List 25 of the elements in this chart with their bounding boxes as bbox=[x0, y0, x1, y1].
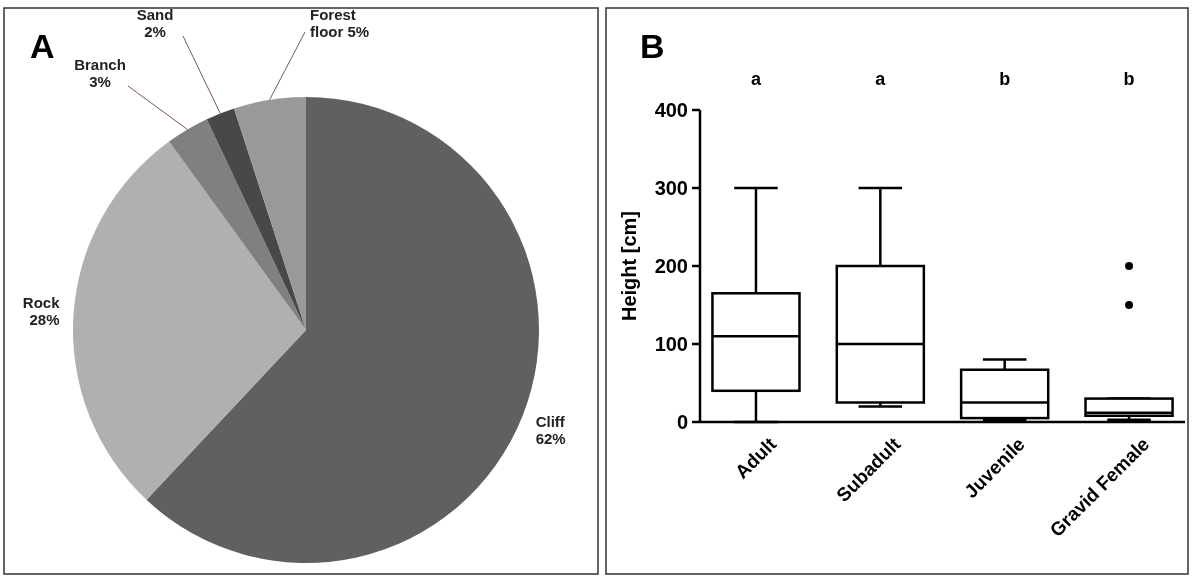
pie-slice bbox=[169, 119, 306, 330]
data-label: 62% bbox=[535, 429, 566, 447]
text: a bbox=[750, 69, 762, 89]
y-tick-label: 100 bbox=[654, 333, 688, 355]
y-tick-label: 200 bbox=[654, 255, 688, 277]
slice-label: Sand bbox=[136, 6, 174, 23]
data-label: 28% bbox=[29, 311, 60, 329]
text: b bbox=[999, 69, 1011, 89]
data-label: 2% bbox=[144, 23, 166, 40]
data-label: 3% bbox=[89, 73, 111, 90]
y-tick-label: 300 bbox=[654, 177, 688, 199]
slice-label: Rock bbox=[22, 294, 61, 312]
pie-slice bbox=[73, 141, 306, 500]
y-tick-label: 400 bbox=[654, 99, 688, 121]
pie-slice bbox=[206, 108, 306, 330]
slice-label: Cliff bbox=[535, 412, 566, 430]
pie-slice bbox=[234, 97, 306, 330]
slice-label: Forest floor 5% bbox=[310, 6, 370, 40]
chart-title: B bbox=[640, 27, 665, 65]
text: b bbox=[1123, 69, 1135, 89]
y-tick-label: 0 bbox=[676, 411, 688, 433]
y-axis-title: Height [cm] bbox=[618, 211, 640, 321]
slice-label: Branch bbox=[74, 56, 126, 73]
text: A bbox=[30, 27, 55, 65]
text: a bbox=[875, 69, 887, 89]
